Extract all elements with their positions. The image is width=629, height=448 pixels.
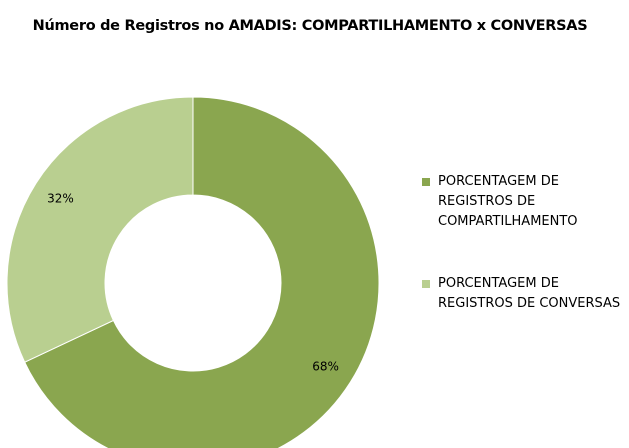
data-label: 32% [47, 191, 74, 205]
legend-item: PORCENTAGEM DE REGISTROS DE CONVERSAS [422, 274, 622, 314]
legend-swatch [422, 178, 430, 186]
legend-swatch [422, 280, 430, 288]
legend-label: PORCENTAGEM DE REGISTROS DE COMPARTILHAM… [438, 174, 578, 229]
legend-item: PORCENTAGEM DE REGISTROS DE COMPARTILHAM… [422, 172, 622, 232]
chart-title: Número de Registros no AMADIS: COMPARTIL… [32, 18, 588, 34]
donut-slice [6, 96, 194, 363]
data-label: 68% [312, 360, 339, 374]
legend-label: PORCENTAGEM DE REGISTROS DE CONVERSAS [438, 276, 621, 311]
donut-slice [24, 96, 380, 448]
